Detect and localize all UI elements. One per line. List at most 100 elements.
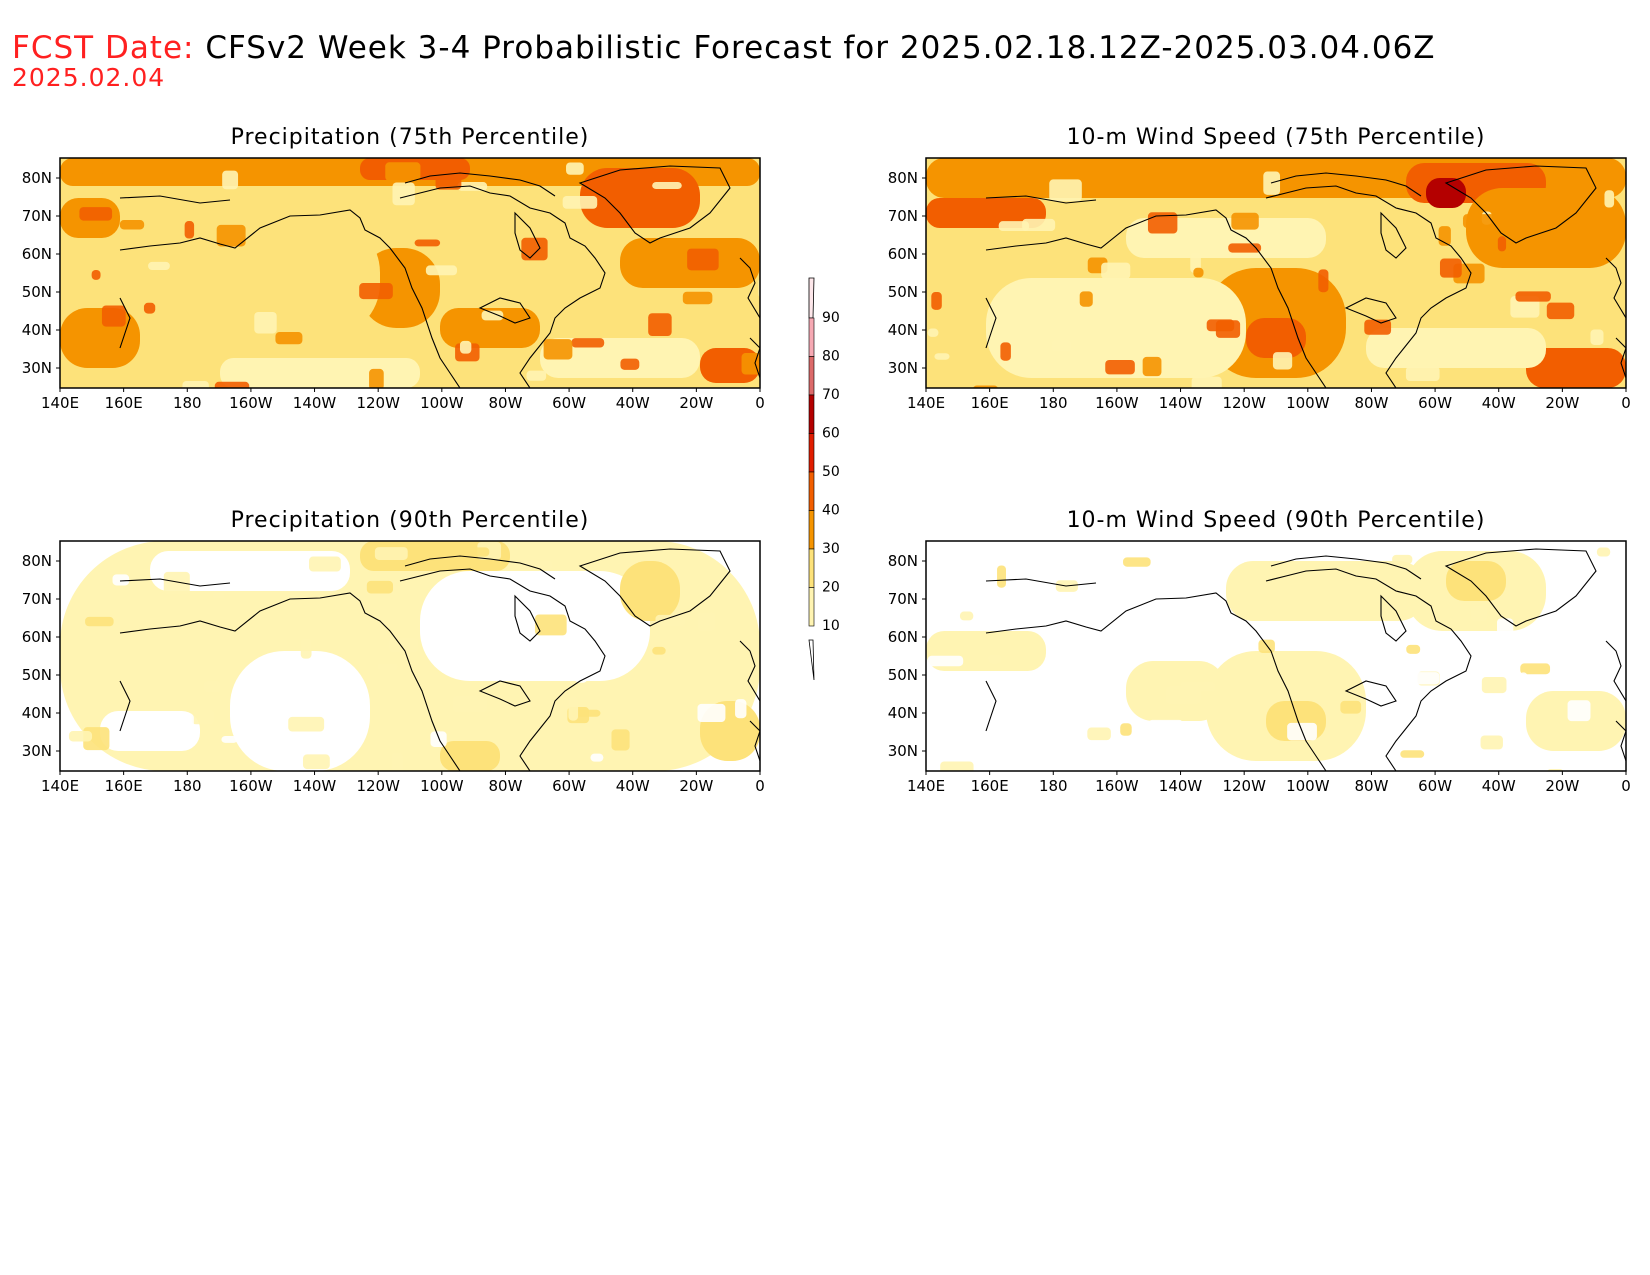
probability-contour bbox=[1403, 763, 1419, 771]
colorbar-box bbox=[808, 317, 815, 357]
lat-tick-label: 70N bbox=[22, 207, 52, 225]
probability-field bbox=[60, 541, 760, 771]
probability-contour bbox=[423, 612, 446, 625]
probability-contour bbox=[1520, 663, 1551, 675]
probability-contour bbox=[988, 654, 1002, 664]
probability-contour bbox=[1266, 276, 1285, 300]
panel-title: Precipitation (75th Percentile) bbox=[230, 125, 590, 150]
probability-contour bbox=[1462, 214, 1497, 228]
lon-tick-label: 40W bbox=[616, 777, 650, 795]
probability-contour bbox=[1193, 267, 1204, 278]
lat-tick-label: 70N bbox=[888, 207, 918, 225]
probability-contour bbox=[590, 753, 604, 762]
map-frame bbox=[59, 157, 761, 389]
panel-title: 10-m Wind Speed (90th Percentile) bbox=[1066, 508, 1486, 533]
coastline-segment bbox=[1344, 680, 1397, 707]
probability-contour bbox=[459, 340, 472, 354]
probability-contour bbox=[1400, 750, 1425, 758]
coastline-segment bbox=[119, 297, 131, 349]
probability-contour bbox=[1000, 342, 1011, 361]
probability-contour bbox=[184, 221, 195, 239]
colorbar-label: 30 bbox=[822, 541, 840, 557]
coastline-segment bbox=[1270, 172, 1422, 197]
coastline-segment bbox=[1605, 640, 1626, 702]
probability-contour bbox=[1049, 179, 1082, 202]
lon-tick-label: 160E bbox=[971, 394, 1009, 412]
lon-tick-label: 80W bbox=[1354, 777, 1388, 795]
lon-tick-label: 160W bbox=[1095, 777, 1139, 795]
lat-tick-label: 40N bbox=[22, 321, 52, 339]
probability-contour bbox=[68, 731, 93, 742]
probability-contour bbox=[571, 338, 605, 348]
probability-contour bbox=[620, 358, 640, 370]
probability-contour bbox=[452, 695, 488, 713]
coastline-segment bbox=[1344, 297, 1397, 324]
lon-tick-label: 20W bbox=[1545, 394, 1579, 412]
probability-contour bbox=[1497, 236, 1507, 252]
probability-contour bbox=[194, 167, 218, 185]
lon-tick-label: 60W bbox=[552, 394, 586, 412]
lon-tick-label: 160E bbox=[105, 777, 143, 795]
coastlines bbox=[119, 165, 760, 388]
probability-contour bbox=[1526, 348, 1626, 388]
probability-contour bbox=[562, 195, 598, 209]
probability-contour bbox=[150, 551, 350, 591]
lat-tick-label: 80N bbox=[888, 169, 918, 187]
coastline-segment bbox=[119, 680, 131, 732]
lat-tick-label: 70N bbox=[22, 590, 52, 608]
coastline-segment bbox=[985, 209, 1327, 388]
probability-contour bbox=[1426, 178, 1466, 208]
panel-title: Precipitation (90th Percentile) bbox=[230, 508, 590, 533]
coastline-segment bbox=[1605, 257, 1626, 319]
probability-contour bbox=[440, 741, 500, 771]
probability-contour bbox=[168, 713, 194, 730]
probability-contour bbox=[1408, 714, 1431, 735]
probability-contour bbox=[288, 716, 325, 732]
coastline-segment bbox=[985, 297, 997, 349]
lon-tick-label: 100W bbox=[420, 394, 464, 412]
probability-contour bbox=[998, 221, 1030, 231]
probability-contour bbox=[959, 611, 974, 621]
probability-contour bbox=[101, 305, 126, 327]
colorbar-label: 70 bbox=[822, 387, 840, 403]
map-precip-75: 80N 70N 60N 50N 40N 30N 140E 160E 180 160W 140W 120… bbox=[22, 157, 765, 412]
lon-tick-label: 140W bbox=[1159, 777, 1203, 795]
probability-contour bbox=[1231, 212, 1259, 230]
colorbar-box bbox=[808, 548, 815, 588]
coastline-segment bbox=[739, 257, 760, 319]
coastline-segment bbox=[739, 640, 760, 702]
probability-contour bbox=[1567, 700, 1591, 722]
probability-contour bbox=[1466, 188, 1626, 268]
lon-tick-label: 0 bbox=[1621, 394, 1631, 412]
probability-contour bbox=[1258, 639, 1275, 653]
lon-tick-label: 120W bbox=[1222, 394, 1266, 412]
coastline-segment bbox=[1380, 211, 1407, 259]
coastline-segment bbox=[478, 680, 531, 707]
lat-tick-label: 40N bbox=[888, 321, 918, 339]
probability-contour bbox=[1470, 605, 1488, 622]
probability-contour bbox=[1395, 702, 1411, 722]
probability-contour bbox=[1446, 561, 1506, 601]
probability-contour bbox=[163, 571, 190, 595]
lat-tick-label: 40N bbox=[22, 704, 52, 722]
probability-contour bbox=[1519, 672, 1528, 690]
probability-contour bbox=[222, 170, 239, 190]
probability-contour bbox=[986, 278, 1246, 378]
probability-field bbox=[60, 158, 760, 388]
panel-wind-75: 10-m Wind Speed (75th Percentile) 80N 70N… bbox=[866, 125, 1631, 412]
probability-contour bbox=[440, 308, 540, 348]
probability-contour bbox=[93, 159, 105, 175]
probability-contour bbox=[360, 248, 440, 328]
probability-contour bbox=[1191, 376, 1222, 388]
colorbar-box bbox=[808, 356, 815, 396]
lon-tick-label: 140W bbox=[1159, 394, 1203, 412]
lon-tick-label: 180 bbox=[173, 777, 202, 795]
lon-tick-label: 140E bbox=[907, 777, 945, 795]
lat-tick-label: 50N bbox=[22, 283, 52, 301]
lat-tick-label: 50N bbox=[22, 666, 52, 684]
colorbar-box bbox=[808, 471, 815, 511]
probability-contour bbox=[191, 709, 215, 725]
colorbar-label: 60 bbox=[822, 426, 840, 442]
probability-contour bbox=[1466, 640, 1479, 662]
lat-tick-label: 80N bbox=[888, 552, 918, 570]
